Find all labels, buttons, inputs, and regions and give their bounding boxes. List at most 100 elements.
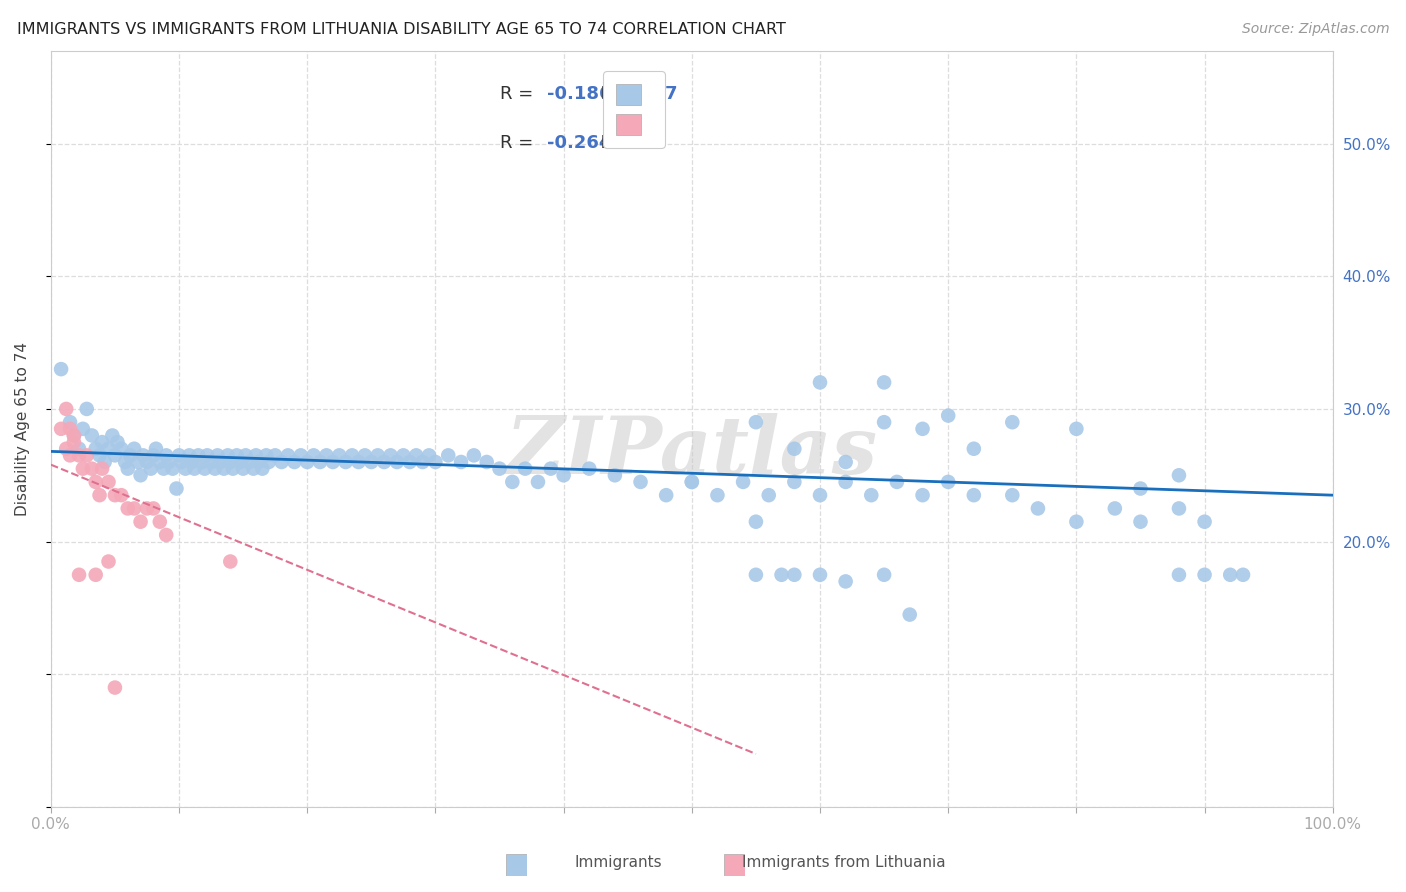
Point bbox=[80, 461, 103, 475]
Point bbox=[104, 449, 127, 463]
Point bbox=[328, 449, 350, 463]
Point bbox=[873, 415, 896, 429]
Point bbox=[515, 461, 537, 475]
Point bbox=[367, 449, 389, 463]
Point bbox=[120, 449, 142, 463]
Text: Immigrants: Immigrants bbox=[575, 855, 662, 870]
Point bbox=[783, 475, 806, 489]
Point bbox=[76, 449, 98, 463]
Point bbox=[527, 475, 550, 489]
Text: Immigrants from Lithuania: Immigrants from Lithuania bbox=[742, 855, 945, 870]
Point bbox=[162, 461, 184, 475]
Point bbox=[425, 455, 447, 469]
Point bbox=[84, 475, 107, 489]
Point bbox=[834, 475, 856, 489]
Text: -0.264: -0.264 bbox=[547, 134, 612, 152]
Point bbox=[488, 461, 510, 475]
Text: Source: ZipAtlas.com: Source: ZipAtlas.com bbox=[1241, 22, 1389, 37]
Point bbox=[335, 455, 357, 469]
Point bbox=[180, 455, 202, 469]
Point bbox=[247, 455, 270, 469]
Point bbox=[745, 567, 768, 582]
Text: IMMIGRANTS VS IMMIGRANTS FROM LITHUANIA DISABILITY AGE 65 TO 74 CORRELATION CHAR: IMMIGRANTS VS IMMIGRANTS FROM LITHUANIA … bbox=[17, 22, 786, 37]
Point bbox=[264, 449, 287, 463]
Point bbox=[97, 475, 120, 489]
Point bbox=[257, 455, 280, 469]
Point bbox=[59, 422, 82, 436]
Text: 29: 29 bbox=[641, 134, 665, 152]
Point bbox=[136, 501, 159, 516]
Point bbox=[745, 415, 768, 429]
Point bbox=[72, 461, 94, 475]
Point bbox=[84, 567, 107, 582]
Point bbox=[578, 461, 600, 475]
Point bbox=[157, 455, 180, 469]
Point bbox=[758, 488, 780, 502]
Point bbox=[155, 528, 177, 542]
Point bbox=[110, 442, 132, 456]
Point bbox=[55, 442, 77, 456]
Text: N =: N = bbox=[589, 85, 641, 103]
Point bbox=[142, 449, 165, 463]
Point bbox=[834, 574, 856, 589]
Point bbox=[49, 422, 72, 436]
Point bbox=[139, 461, 162, 475]
Point bbox=[898, 607, 921, 622]
Text: 147: 147 bbox=[641, 85, 678, 103]
Text: R =: R = bbox=[499, 134, 538, 152]
Point bbox=[290, 449, 312, 463]
Point bbox=[217, 449, 239, 463]
Point bbox=[155, 449, 177, 463]
Point bbox=[174, 461, 197, 475]
Point bbox=[72, 422, 94, 436]
Point bbox=[1066, 422, 1088, 436]
Point bbox=[911, 488, 934, 502]
Point bbox=[167, 449, 190, 463]
Point bbox=[963, 488, 986, 502]
Point bbox=[437, 449, 460, 463]
Point bbox=[385, 455, 408, 469]
Point bbox=[183, 461, 205, 475]
Point bbox=[204, 461, 226, 475]
Point bbox=[405, 449, 427, 463]
Point bbox=[860, 488, 883, 502]
Point bbox=[145, 442, 167, 456]
Point bbox=[936, 409, 959, 423]
Point bbox=[207, 449, 229, 463]
Point bbox=[1104, 501, 1126, 516]
Point bbox=[808, 376, 831, 390]
Point bbox=[630, 475, 652, 489]
Point bbox=[373, 455, 395, 469]
Point bbox=[91, 435, 114, 450]
Point bbox=[302, 449, 325, 463]
Point bbox=[225, 449, 247, 463]
Point bbox=[745, 515, 768, 529]
Point bbox=[1194, 567, 1216, 582]
Point bbox=[55, 401, 77, 416]
Point bbox=[245, 449, 267, 463]
Point bbox=[166, 482, 188, 496]
Point bbox=[110, 488, 132, 502]
Point bbox=[340, 449, 363, 463]
Point bbox=[808, 567, 831, 582]
Point bbox=[475, 455, 498, 469]
Text: -0.186: -0.186 bbox=[547, 85, 612, 103]
Point bbox=[297, 455, 319, 469]
Point bbox=[392, 449, 415, 463]
Point bbox=[104, 488, 127, 502]
Point bbox=[655, 488, 678, 502]
Point bbox=[770, 567, 793, 582]
Point bbox=[91, 461, 114, 475]
Y-axis label: Disability Age 65 to 74: Disability Age 65 to 74 bbox=[15, 342, 30, 516]
Point bbox=[1129, 515, 1152, 529]
Point bbox=[277, 449, 299, 463]
Point bbox=[360, 455, 382, 469]
Point bbox=[681, 475, 703, 489]
Point bbox=[67, 449, 90, 463]
Point bbox=[808, 488, 831, 502]
Point bbox=[63, 435, 86, 450]
Point bbox=[418, 449, 440, 463]
Point bbox=[911, 422, 934, 436]
Point bbox=[834, 455, 856, 469]
Point bbox=[1026, 501, 1049, 516]
